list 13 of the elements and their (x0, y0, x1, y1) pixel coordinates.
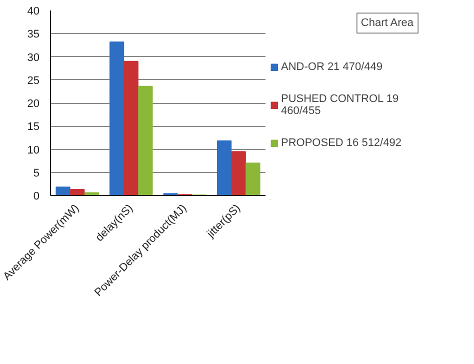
legend-label: PROPOSED 16 512/492 (281, 137, 402, 149)
text: Chart Area (360, 17, 414, 30)
y-tick-label: 20 (27, 98, 40, 110)
legend-label: PUSHED CONTROL 19 460/455 (281, 93, 399, 117)
y-tick-label: 0 (33, 190, 40, 202)
y-tick-label: 25 (27, 74, 40, 87)
y-tick-label: 5 (33, 167, 40, 180)
y-tick-label: 40 (27, 6, 40, 18)
y-tick-label: 10 (27, 144, 40, 156)
y-tick-label: 15 (27, 121, 40, 134)
legend-label: AND-OR 21 470/449 (281, 61, 382, 73)
y-tick-label: 35 (27, 28, 40, 41)
y-tick-label: 30 (27, 52, 40, 64)
